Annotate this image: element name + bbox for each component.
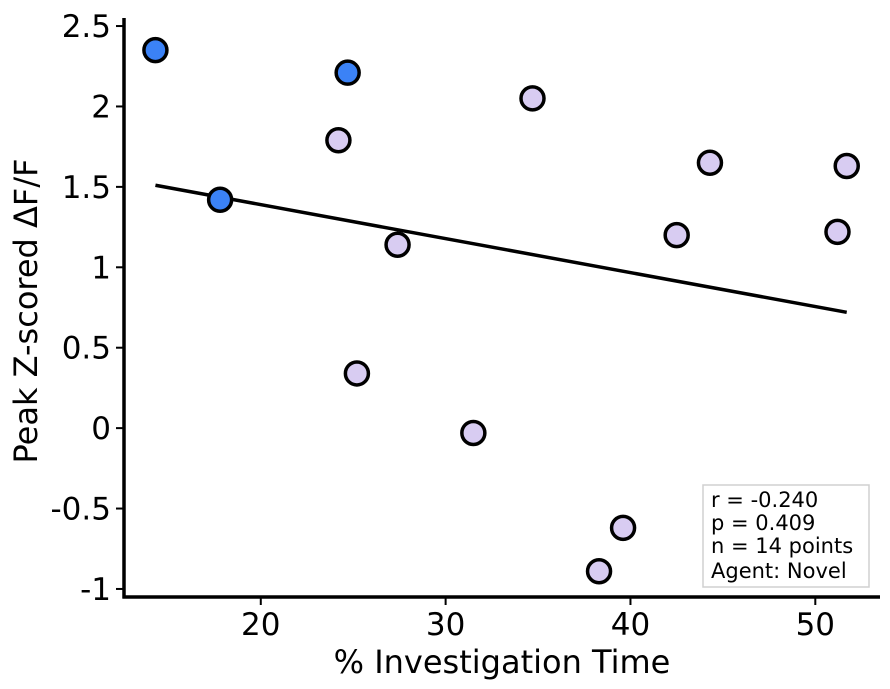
y-tick-label: 2.5	[62, 9, 111, 45]
data-point-other-8	[696, 149, 724, 176]
data-point-other-3	[460, 419, 487, 447]
x-tick-label: 20	[241, 607, 280, 643]
data-point-other-2	[384, 231, 411, 259]
y-tick-label: 2	[91, 89, 111, 125]
data-point-highlighted-0	[142, 36, 169, 64]
y-tick-label: 0.5	[62, 331, 111, 367]
stats-n: n = 14 points	[711, 534, 853, 558]
x-axis-title: % Investigation Time	[334, 643, 671, 681]
x-tick-label: 50	[796, 607, 835, 643]
stats-p: p = 0.409	[711, 511, 815, 535]
data-point-other-7	[663, 221, 690, 249]
stats-agent: Agent: Novel	[711, 559, 847, 583]
stats-box: r = -0.240 p = 0.409 n = 14 points Agent…	[702, 484, 870, 588]
regression-line	[155, 183, 848, 315]
data-point-other-9	[824, 218, 851, 246]
x-tick-label: 40	[611, 607, 650, 643]
y-axis-title: Peak Z-scored ΔF/F	[7, 158, 45, 463]
stats-r: r = -0.240	[711, 488, 818, 512]
data-point-other-10	[833, 152, 860, 180]
x-tick-label: 30	[426, 607, 465, 643]
y-tick-label: 1	[91, 250, 111, 286]
data-point-other-0	[325, 126, 352, 154]
data-point-highlighted-2	[334, 59, 361, 86]
data-point-other-1	[343, 360, 371, 387]
y-tick-label: -1	[80, 572, 111, 608]
data-point-other-4	[519, 85, 546, 112]
data-point-highlighted-1	[206, 186, 234, 213]
data-point-other-5	[585, 558, 613, 585]
data-point-other-6	[609, 514, 637, 542]
y-tick-label: 0	[91, 411, 111, 447]
y-tick-label: -0.5	[51, 492, 112, 528]
y-tick-label: 1.5	[62, 170, 111, 206]
